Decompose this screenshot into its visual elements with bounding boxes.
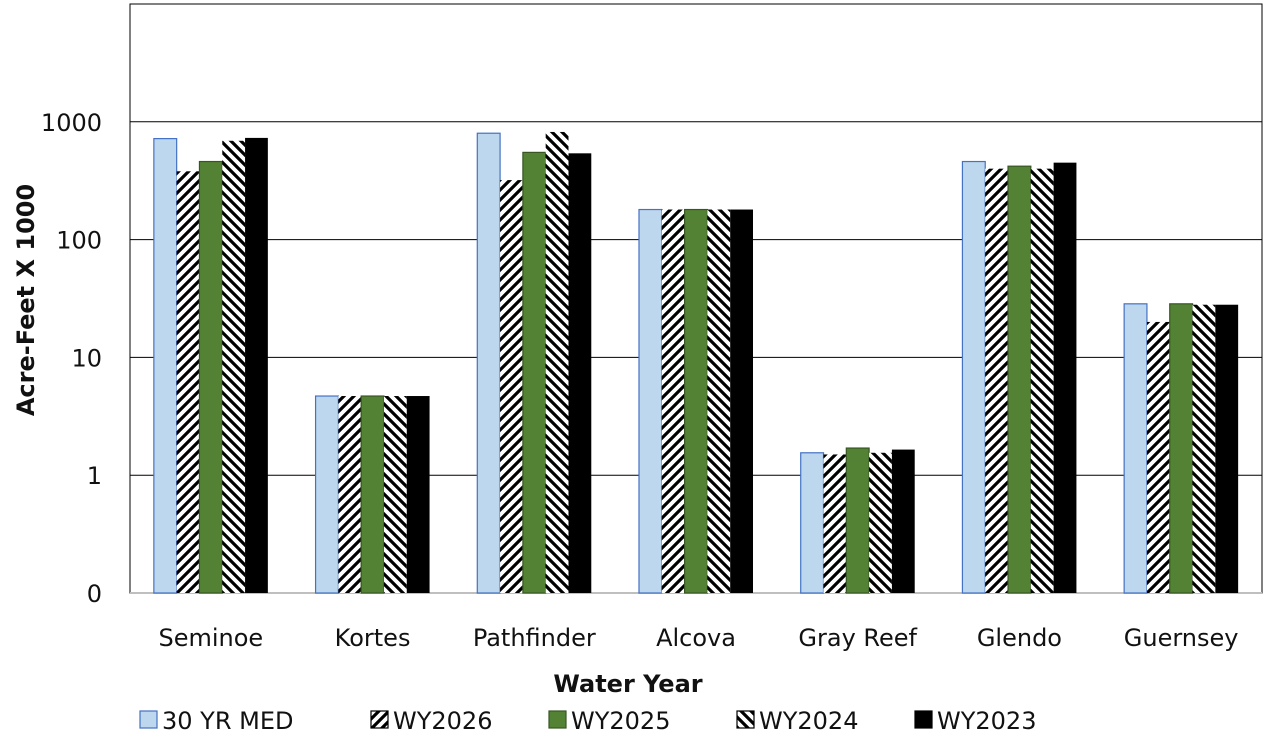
legend-label: WY2023	[937, 707, 1036, 735]
bar-pathfinder-30-yr-med	[476, 132, 501, 594]
bar-gray-reef-wy2025	[845, 447, 870, 594]
x-axis-categories: Seminoe Kortes Pathfinder Alcova Gray Reef Gl…	[158, 624, 1238, 652]
bar-glendo-wy2023	[1053, 162, 1077, 594]
legend-label: WY2024	[759, 707, 858, 735]
bar-kortes-wy2024	[383, 396, 407, 593]
bar-alcova-wy2024	[707, 209, 731, 593]
bar-alcova-wy2023	[730, 209, 753, 593]
bar-guernsey-wy2025	[1169, 303, 1194, 594]
bar-gray-reef-wy2023	[891, 449, 915, 593]
y-tick-label: 100	[56, 227, 102, 255]
bar-guernsey-wy2026	[1146, 321, 1170, 593]
x-axis-title: Water Year	[553, 670, 702, 698]
bar-pathfinder-wy2025	[522, 151, 547, 594]
bar-pathfinder-wy2026	[500, 180, 523, 594]
bar-kortes-wy2025	[360, 395, 385, 594]
x-category-label: Seminoe	[158, 624, 263, 652]
bar-guernsey-wy2024	[1192, 304, 1216, 593]
legend-swatch	[548, 710, 567, 729]
bar-glendo-wy2024	[1030, 168, 1054, 593]
bar-seminoe-wy2023	[245, 137, 268, 593]
x-category-label: Gray Reef	[798, 624, 917, 652]
bar-pathfinder-wy2024	[545, 131, 569, 593]
x-category-label: Pathfinder	[473, 624, 596, 652]
bar-alcova-30-yr-med	[638, 208, 663, 594]
y-tick-label: 1	[87, 462, 102, 490]
bar-seminoe-30-yr-med	[153, 138, 178, 594]
y-tick-label: 1000	[41, 109, 102, 137]
x-category-label: Kortes	[335, 624, 411, 652]
bar-glendo-wy2026	[985, 168, 1009, 593]
bar-seminoe-wy2026	[176, 171, 200, 593]
y-axis-ticks: 0 1 10 100 1000	[41, 109, 102, 608]
legend-swatch	[914, 710, 933, 729]
bar-alcova-wy2025	[683, 208, 708, 594]
bar-pathfinder-wy2023	[568, 153, 592, 593]
bar-seminoe-wy2024	[222, 140, 246, 594]
x-category-label: Guernsey	[1124, 624, 1239, 652]
legend-label: WY2026	[393, 707, 492, 735]
bar-kortes-wy2023	[406, 396, 430, 593]
x-category-label: Glendo	[977, 624, 1062, 652]
legend: 30 YR MED WY2026 WY2025 WY2024 WY2023	[139, 707, 1036, 735]
legend-swatch	[370, 710, 389, 729]
bar-alcova-wy2026	[661, 209, 685, 593]
bar-guernsey-30-yr-med	[1123, 303, 1148, 594]
bar-kortes-30-yr-med	[314, 395, 339, 594]
bar-seminoe-wy2025	[198, 160, 223, 594]
bar-gray-reef-wy2024	[869, 452, 892, 593]
bar-glendo-wy2025	[1007, 165, 1032, 594]
y-axis-title: Acre-Feet X 1000	[12, 184, 40, 416]
bar-gray-reef-30-yr-med	[800, 452, 825, 594]
legend-swatch	[139, 710, 158, 729]
legend-swatch	[736, 710, 755, 729]
bar-gray-reef-wy2026	[823, 454, 847, 593]
x-category-label: Alcova	[656, 624, 736, 652]
legend-label: 30 YR MED	[162, 707, 293, 735]
legend-label: WY2025	[571, 707, 670, 735]
bar-kortes-wy2026	[338, 396, 362, 593]
bar-glendo-30-yr-med	[961, 160, 986, 594]
y-tick-label: 0	[87, 580, 102, 608]
y-tick-label: 10	[71, 344, 102, 372]
bar-guernsey-wy2023	[1215, 304, 1239, 593]
bars	[153, 131, 1239, 594]
